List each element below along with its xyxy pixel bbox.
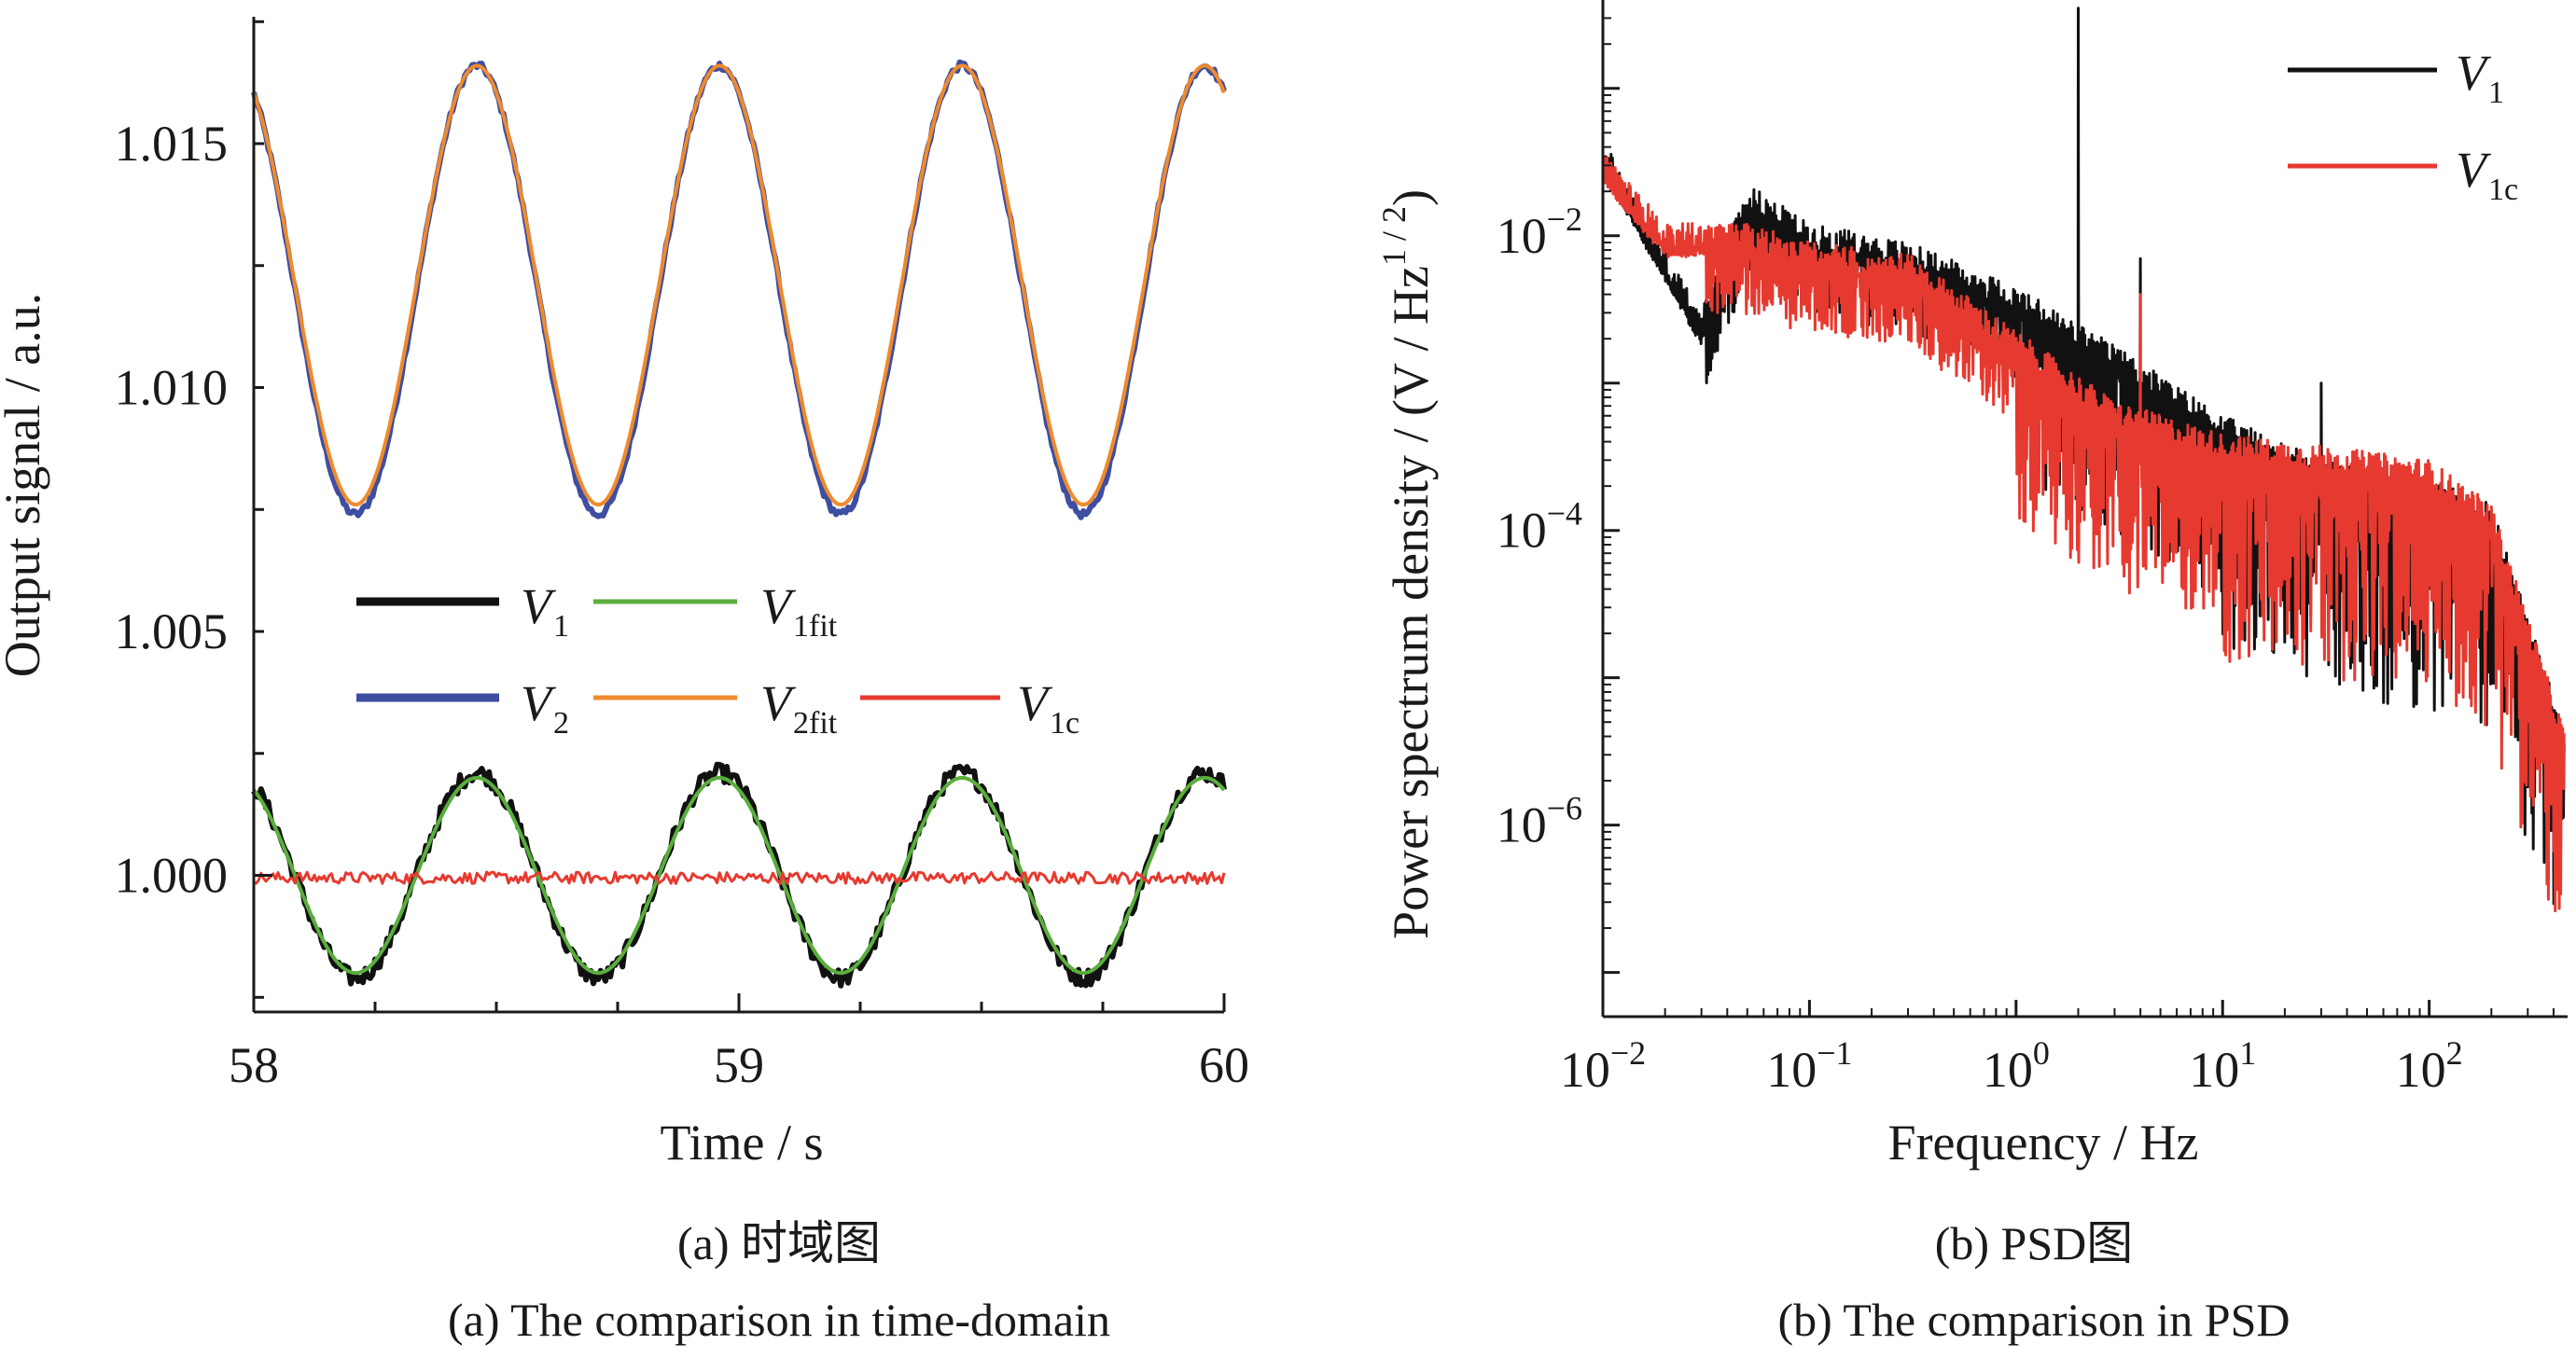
legend-item-v2: V2 — [356, 675, 569, 741]
x-tick-label: 60 — [1199, 1037, 1249, 1093]
psd-caption-en: (b) The comparison in PSD — [1777, 1294, 2290, 1346]
legend-label: V2 — [521, 675, 569, 741]
legend-label: V1 — [521, 578, 569, 644]
time-domain-caption-en: (a) The comparison in time-domain — [448, 1294, 1110, 1346]
time-domain-y-tick-labels: 1.000 1.005 1.010 1.015 — [115, 116, 229, 904]
legend-item-v1fit: V1fit — [593, 578, 838, 644]
psd-y-axis-title: Power spectrum density / (V / Hz1 / 2) — [1375, 189, 1439, 939]
psd-x-tick-labels: 10−2 10−1 100 101 102 — [1560, 1034, 2463, 1098]
time-domain-y-axis-title: Output signal / a.u. — [0, 293, 50, 677]
psd-panel: 10−2 10−4 10−6 10−2 10−1 100 101 102 Fre… — [1375, 0, 2568, 1346]
time-domain-legend: V1 V1fit V2 V2fit V1c — [356, 578, 1079, 741]
time-domain-axes — [252, 17, 1226, 1014]
legend-label: V1fit — [760, 578, 838, 644]
legend-item-v2fit: V2fit — [593, 675, 838, 741]
x-tick-label: 101 — [2189, 1034, 2256, 1098]
legend-label: V1c — [2456, 142, 2518, 207]
psd-axes — [1601, 0, 2568, 1018]
legend-label: V1 — [2456, 45, 2504, 110]
x-tick-label: 58 — [229, 1037, 279, 1093]
x-tick-label: 10−1 — [1766, 1034, 1852, 1098]
y-tick-label: 10−2 — [1497, 201, 1582, 264]
legend-label: V1c — [1017, 675, 1079, 741]
series-line-v1fit — [252, 775, 1226, 976]
time-domain-panel: 1.000 1.005 1.010 1.015 58 59 60 Time / … — [0, 17, 1249, 1346]
y-tick-label: 1.005 — [115, 603, 229, 659]
y-tick-label: 1.000 — [115, 848, 229, 904]
legend-item-v1c: V1c — [860, 675, 1079, 741]
legend-label: V2fit — [760, 675, 838, 741]
x-tick-label: 10−2 — [1560, 1034, 1646, 1098]
psd-legend: V1 V1c — [2288, 45, 2518, 207]
time-domain-x-tick-labels: 58 59 60 — [229, 1037, 1249, 1093]
psd-x-axis-title: Frequency / Hz — [1888, 1115, 2199, 1171]
psd-plot-area — [1601, 7, 2566, 913]
series-line-v1c — [1601, 156, 2566, 913]
y-tick-label: 10−4 — [1497, 495, 1582, 559]
time-domain-caption-cn: (a) 时域图 — [677, 1217, 881, 1269]
legend-item-v1: V1 — [356, 578, 569, 644]
series-line-v1c — [253, 870, 1226, 885]
x-tick-label: 100 — [1983, 1034, 2050, 1098]
psd-y-tick-labels: 10−2 10−4 10−6 — [1497, 201, 1582, 853]
y-tick-label: 1.015 — [115, 116, 229, 172]
psd-caption-cn: (b) PSD图 — [1935, 1217, 2134, 1269]
legend-item-v1c: V1c — [2288, 142, 2518, 207]
x-tick-label: 102 — [2396, 1034, 2463, 1098]
series-line-v2fit — [252, 63, 1226, 506]
y-tick-label: 10−6 — [1497, 790, 1582, 853]
y-tick-label: 1.010 — [115, 360, 229, 416]
time-domain-plot-area — [251, 59, 1227, 989]
x-tick-label: 59 — [714, 1037, 764, 1093]
time-domain-x-axis-title: Time / s — [660, 1115, 823, 1171]
legend-item-v1: V1 — [2288, 45, 2504, 110]
